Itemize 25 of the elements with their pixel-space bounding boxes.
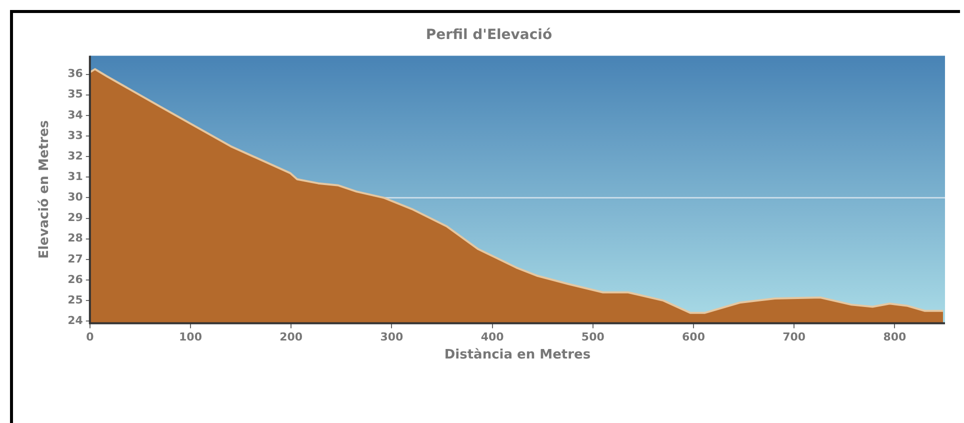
y-axis-title: Elevació en Metres [37,120,52,259]
y-tick-label: 25 [68,293,83,306]
y-tick-label: 29 [68,211,83,224]
x-tick-label: 800 [883,330,907,344]
x-tick-label: 0 [86,330,94,344]
x-tick-label: 400 [480,330,504,344]
x-tick-label: 300 [380,330,404,344]
y-tick-label: 34 [68,108,84,122]
x-tick-label: 100 [179,330,202,344]
y-tick-label: 28 [68,232,83,245]
x-tick-label: 600 [682,330,706,344]
y-tick-label: 30 [68,190,84,204]
y-tick-label: 24 [68,314,84,327]
chart-title: Perfil d'Elevació [426,27,552,44]
x-tick-label: 700 [782,330,806,344]
y-tick-label: 31 [68,170,83,184]
y-tick-label: 33 [68,128,83,142]
y-tick-label: 32 [68,149,83,162]
x-axis-title: Distància en Metres [444,348,591,363]
y-tick-label: 36 [68,67,84,80]
y-tick-label: 35 [68,88,83,101]
y-tick-label: 26 [68,272,84,286]
y-tick-label: 27 [68,252,83,266]
x-tick-label: 200 [280,330,303,344]
x-tick-label: 500 [581,330,605,344]
